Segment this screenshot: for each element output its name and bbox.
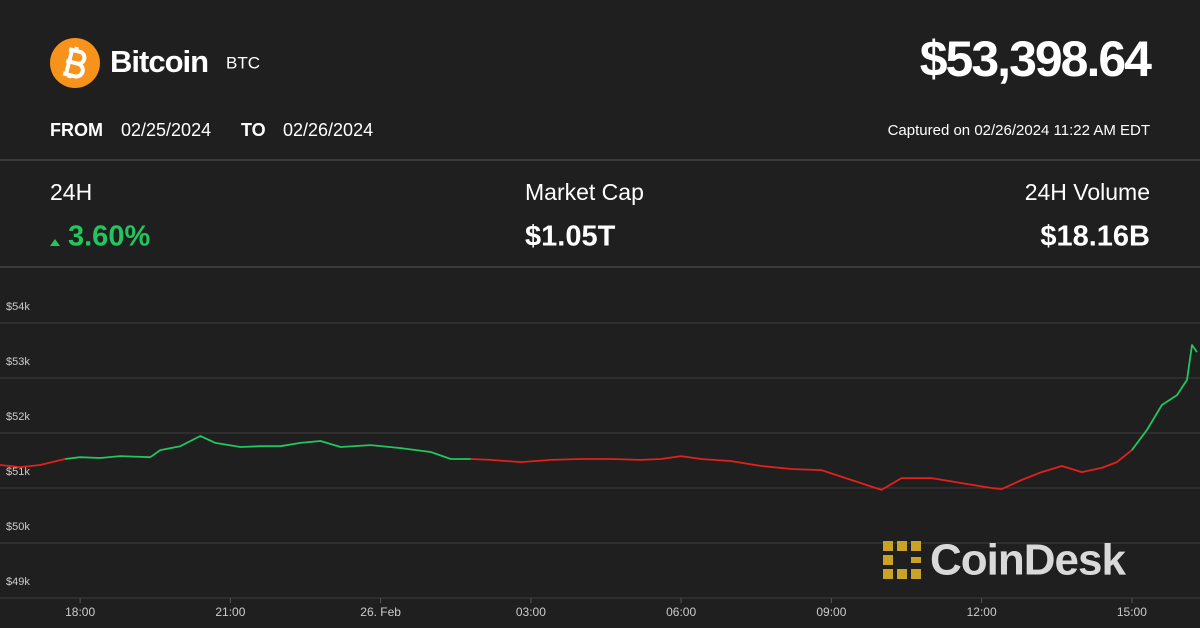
- y-tick-label: $52k: [6, 411, 30, 423]
- x-tick-label: 12:00: [967, 605, 997, 619]
- stat-value: $18.16B: [1040, 221, 1150, 253]
- bitcoin-symbol: [62, 46, 87, 79]
- stat-label: 24H: [50, 179, 92, 205]
- x-tick-label: 18:00: [65, 605, 95, 619]
- price-line: [1131, 344, 1198, 451]
- from-date: 02/25/2024: [121, 120, 211, 140]
- y-tick-label: $54k: [6, 301, 30, 313]
- price-line: [64, 435, 471, 460]
- plot: $49k $50k $51k $52k $53k $54k 18:00 21:00 26. Fe…: [0, 301, 1200, 619]
- stat-value: 3.60%: [68, 221, 150, 253]
- to-date: 02/26/2024: [283, 120, 373, 140]
- x-tick-label: 21:00: [215, 605, 245, 619]
- up-arrow: [50, 239, 60, 246]
- x-tick-label: 09:00: [816, 605, 846, 619]
- x-tick-label: 15:00: [1117, 605, 1147, 619]
- stat-label: 24H Volume: [1025, 179, 1150, 205]
- y-tick-label: $49k: [6, 576, 30, 588]
- watermark-logo: [883, 541, 921, 579]
- coin-name: Bitcoin: [110, 44, 208, 79]
- price: $53,398.64: [920, 31, 1152, 87]
- y-tick-label: $51k: [6, 466, 30, 478]
- price-line: [0, 458, 66, 468]
- x-tick-label: 06:00: [666, 605, 696, 619]
- y-tick-label: $53k: [6, 356, 30, 368]
- y-tick-label: $50k: [6, 521, 30, 533]
- stat-label: Market Cap: [525, 179, 644, 205]
- to-label: TO: [241, 120, 266, 140]
- x-tick-label: 03:00: [516, 605, 546, 619]
- coin-symbol: BTC: [226, 53, 260, 72]
- watermark: CoinDesk: [930, 536, 1126, 585]
- from-label: FROM: [50, 120, 103, 140]
- x-tick-label: 26. Feb: [360, 605, 401, 619]
- price-line: [470, 449, 1133, 491]
- captured: Captured on 02/26/2024 11:22 AM EDT: [888, 122, 1150, 139]
- stat-value: $1.05T: [525, 221, 616, 253]
